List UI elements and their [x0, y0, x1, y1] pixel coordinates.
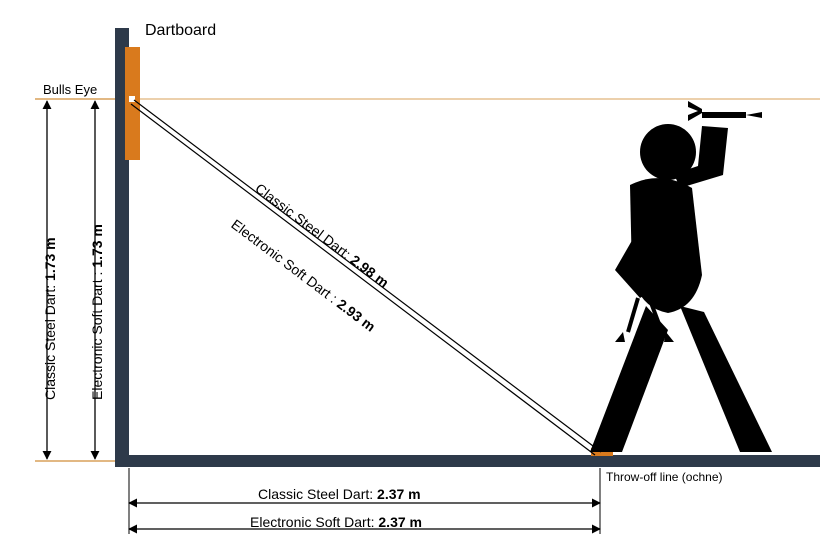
dim-vert-inner-pre: Electronic Soft Dart : — [89, 268, 105, 400]
diagonal-lower — [131, 104, 595, 455]
dart-thrown-body — [702, 112, 746, 118]
dim-horiz-upper-label: Classic Steel Dart: 2.37 m — [258, 486, 421, 502]
dim-vert-inner-val: 1.73 m — [89, 224, 105, 268]
diagram-canvas — [0, 0, 820, 547]
throwoff-label: Throw-off line (ochne) — [606, 470, 723, 484]
dim-vert-outer-label: Classic Steel Dart: 1.73 m — [42, 237, 58, 400]
dart-thrown-flight — [688, 101, 702, 121]
player-leg-right — [680, 306, 772, 452]
dim-horiz-lower-pre: Electronic Soft Dart: — [250, 514, 378, 530]
dim-horiz-lower-val: 2.37 m — [378, 514, 422, 530]
dim-horiz-upper-val: 2.37 m — [377, 486, 421, 502]
dim-vert-inner-label: Electronic Soft Dart : 1.73 m — [89, 224, 105, 400]
dart-spare-1-flight — [615, 332, 625, 342]
dart-thrown-tip — [746, 112, 762, 118]
dim-vert-outer-val: 1.73 m — [42, 237, 58, 281]
dartboard-label: Dartboard — [145, 22, 216, 40]
dim-vert-outer-pre: Classic Steel Dart: — [42, 281, 58, 400]
floor — [115, 455, 820, 467]
bullseye-label: Bulls Eye — [43, 82, 97, 97]
dim-horiz-lower-label: Electronic Soft Dart: 2.37 m — [250, 514, 422, 530]
dim-horiz-upper-pre: Classic Steel Dart: — [258, 486, 377, 502]
bulls-eye-mark — [129, 96, 135, 102]
dart-spare-1 — [628, 298, 638, 332]
